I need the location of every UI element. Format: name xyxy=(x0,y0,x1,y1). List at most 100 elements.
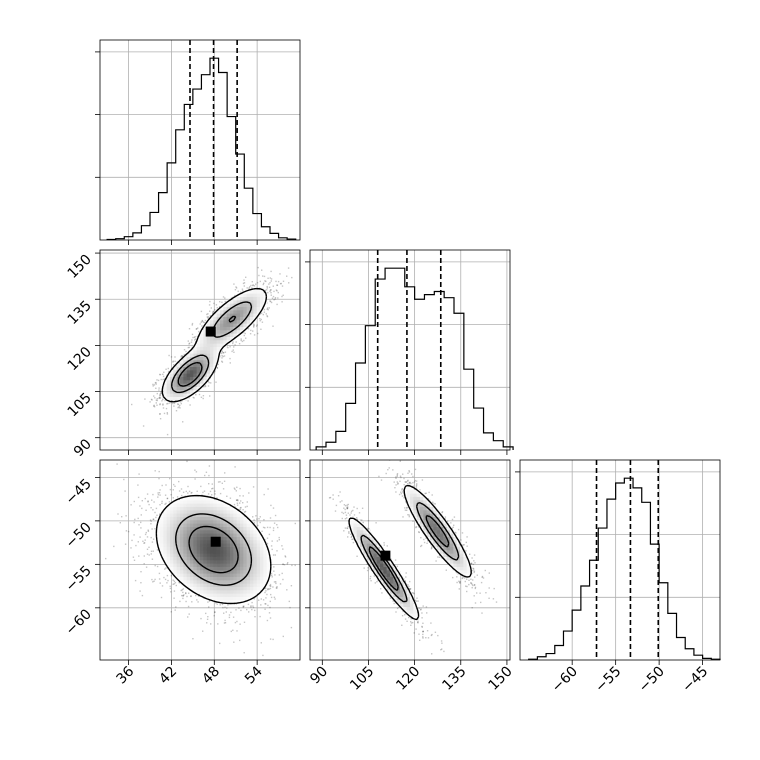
scatter-point xyxy=(255,283,257,285)
density-cell xyxy=(176,370,181,374)
density-cell xyxy=(186,380,191,384)
density-cell xyxy=(216,323,221,327)
scatter-point xyxy=(233,641,235,643)
scatter-point xyxy=(256,282,259,284)
scatter-point xyxy=(221,482,223,484)
density-cell xyxy=(213,313,217,317)
density-cell xyxy=(210,343,214,347)
scatter-point xyxy=(105,557,107,560)
density-cell xyxy=(243,293,247,297)
density-cell xyxy=(250,310,254,314)
scatter-point xyxy=(208,474,210,477)
scatter-point xyxy=(270,545,273,547)
scatter-point xyxy=(204,474,206,477)
scatter-point xyxy=(304,565,305,566)
scatter-point xyxy=(243,339,245,342)
scatter-point xyxy=(263,282,265,284)
scatter-point xyxy=(200,310,203,313)
density-cell xyxy=(206,366,211,371)
density-cell xyxy=(190,350,194,354)
density-cell xyxy=(250,293,254,297)
scatter-point xyxy=(159,397,162,399)
density-cell xyxy=(256,310,261,314)
density-cell xyxy=(213,346,217,351)
scatter-point xyxy=(186,460,188,463)
scatter-point xyxy=(146,548,149,550)
scatter-point xyxy=(185,350,187,353)
scatter-point xyxy=(258,518,260,520)
scatter-point xyxy=(267,291,269,294)
scatter-point xyxy=(211,483,213,485)
scatter-point xyxy=(139,590,141,592)
scatter-point xyxy=(174,360,176,362)
density-cell xyxy=(190,370,194,374)
scatter-point xyxy=(209,300,211,303)
density-cell xyxy=(200,330,204,334)
scatter-point xyxy=(229,346,231,348)
scatter-point xyxy=(208,600,211,602)
scatter-point xyxy=(159,504,161,506)
scatter-point xyxy=(150,523,152,525)
density-cell xyxy=(200,360,204,364)
scatter-point xyxy=(273,596,276,598)
density-cell xyxy=(216,313,221,317)
density-cell xyxy=(243,320,247,324)
scatter-point xyxy=(207,380,209,383)
scatter-point xyxy=(265,280,267,283)
scatter-point xyxy=(189,404,191,406)
density-cell xyxy=(203,350,207,354)
scatter-point xyxy=(225,611,227,613)
density-cell xyxy=(220,323,224,327)
scatter-point xyxy=(289,606,291,609)
scatter-point xyxy=(267,307,269,309)
density-cell xyxy=(246,290,251,294)
density-cell xyxy=(166,390,171,394)
scatter-point xyxy=(154,382,157,384)
scatter-point xyxy=(133,500,135,503)
scatter-point xyxy=(209,310,211,312)
density-cell xyxy=(200,350,204,354)
scatter-point xyxy=(177,406,179,409)
density-cell xyxy=(193,376,197,381)
density-cell xyxy=(170,390,174,394)
density-cell xyxy=(193,366,197,371)
density-cell xyxy=(196,336,201,341)
scatter-point xyxy=(172,360,174,362)
density-cell xyxy=(226,326,231,331)
scatter-point xyxy=(273,290,275,293)
scatter-point xyxy=(234,488,236,490)
scatter-point xyxy=(263,275,266,278)
scatter-point xyxy=(154,470,156,472)
density-cell xyxy=(223,320,227,324)
scatter-point xyxy=(159,403,161,405)
scatter-point xyxy=(187,400,189,402)
scatter-point xyxy=(143,542,146,544)
scatter-point xyxy=(279,273,281,275)
scatter-point xyxy=(239,507,242,509)
scatter-point xyxy=(231,350,233,353)
density-cell xyxy=(253,306,257,311)
scatter-point xyxy=(232,342,234,345)
scatter-point xyxy=(215,304,218,306)
scatter-point xyxy=(160,392,162,394)
scatter-point xyxy=(220,352,223,355)
scatter-point xyxy=(158,397,160,399)
density-cell xyxy=(193,373,197,377)
scatter-point xyxy=(270,278,273,280)
density-cell xyxy=(193,360,197,364)
scatter-point xyxy=(124,490,126,492)
density-cell xyxy=(216,330,221,334)
scatter-point xyxy=(278,539,280,541)
density-cell xyxy=(216,320,221,324)
density-cell xyxy=(183,380,187,384)
scatter-point xyxy=(204,319,207,322)
density-cell xyxy=(220,333,224,337)
density-cell xyxy=(203,363,207,367)
scatter-point xyxy=(175,606,177,608)
scatter-point xyxy=(235,609,237,611)
density-cell xyxy=(233,323,237,327)
scatter-point xyxy=(194,336,196,338)
scatter-point xyxy=(125,515,127,517)
scatter-point xyxy=(240,500,242,502)
scatter-point xyxy=(170,494,172,496)
